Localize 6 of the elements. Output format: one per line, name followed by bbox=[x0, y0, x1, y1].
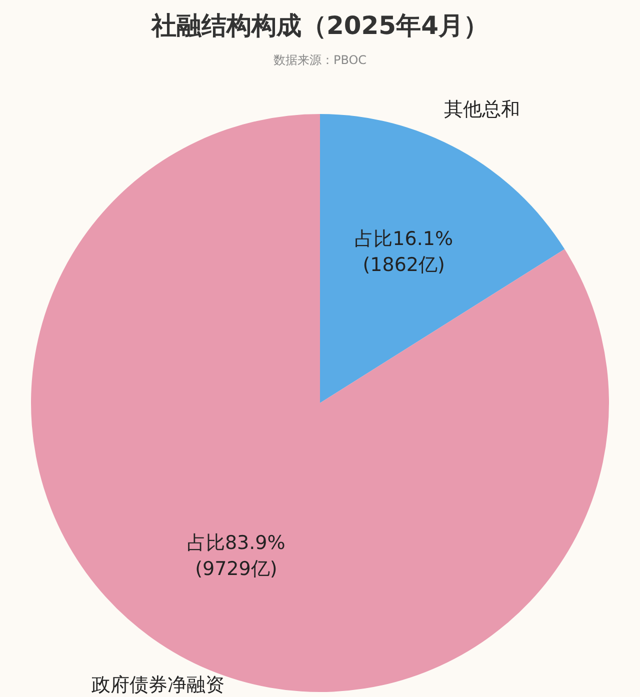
data-label: 占比83.9% (9729亿) bbox=[186, 532, 286, 580]
slice-label: 其他总和 bbox=[444, 98, 520, 121]
slice-label: 政府债券净融资 bbox=[91, 674, 224, 696]
data-label: 占比16.1% (1862亿) bbox=[354, 228, 454, 276]
chart-subtitle: 数据来源：PBOC bbox=[273, 53, 367, 67]
chart-title: 社融结构构成（2025年4月） bbox=[150, 11, 488, 40]
